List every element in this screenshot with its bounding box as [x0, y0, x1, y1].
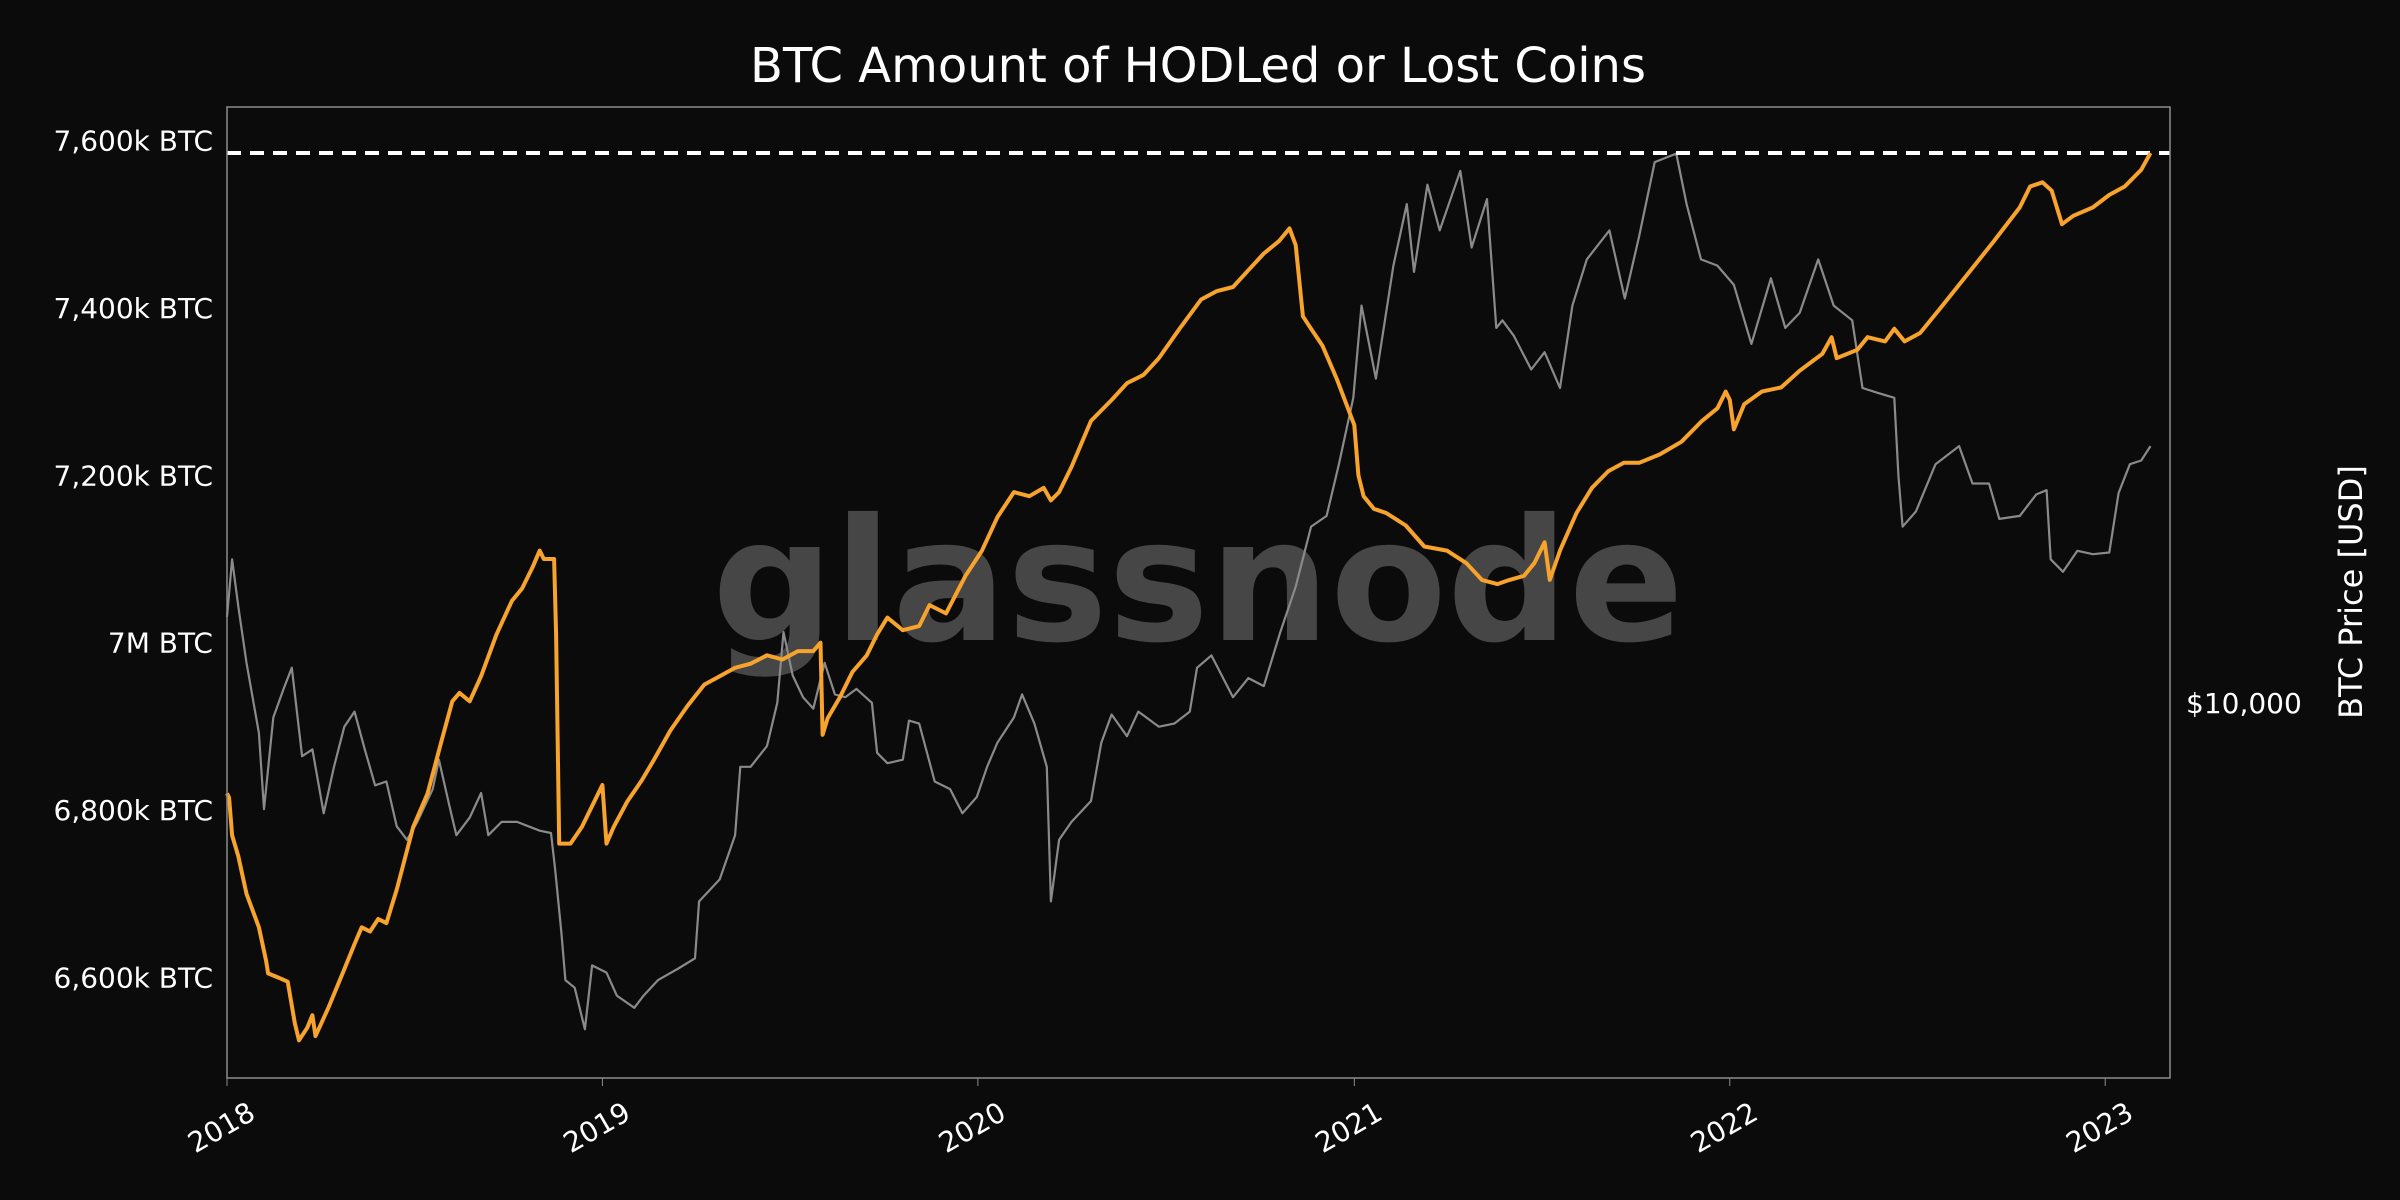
- x-tick-label: 2021: [1310, 1095, 1388, 1159]
- y-left-tick-label: 6,800k BTC: [54, 794, 214, 827]
- y-axis-left: 7,600k BTC 7,400k BTC 7,200k BTC 7M BTC 6,80…: [54, 124, 214, 994]
- plot-area: glassnode: [225, 106, 2171, 1079]
- y-axis-right: $10,000: [2186, 687, 2302, 720]
- price-series-line: [225, 152, 2152, 1031]
- y-left-tick-label: 6,600k BTC: [54, 962, 214, 995]
- chart-title: BTC Amount of HODLed or Lost Coins: [750, 38, 1646, 94]
- x-tick-label: 2019: [558, 1095, 636, 1159]
- y-left-tick-label: 7,600k BTC: [54, 124, 214, 157]
- x-tick-label: 2023: [2060, 1095, 2138, 1159]
- y-left-tick-label: 7,200k BTC: [54, 459, 214, 492]
- watermark-logo: glassnode: [712, 483, 1684, 681]
- y-right-axis-label: BTC Price [USD]: [2332, 465, 2370, 719]
- y-right-tick-label: $10,000: [2186, 687, 2302, 720]
- y-left-tick-label: 7M BTC: [108, 627, 213, 660]
- x-tick-label: 2020: [933, 1095, 1011, 1159]
- hodl-series-line: [225, 152, 2153, 1043]
- x-tick-label: 2018: [182, 1095, 260, 1159]
- plot-frame: [226, 106, 2171, 1079]
- y-left-tick-label: 7,400k BTC: [54, 292, 214, 325]
- x-tick-label: 2022: [1685, 1095, 1763, 1159]
- x-axis: 2018 2019 2020 2021 2022 2023: [182, 1078, 2139, 1160]
